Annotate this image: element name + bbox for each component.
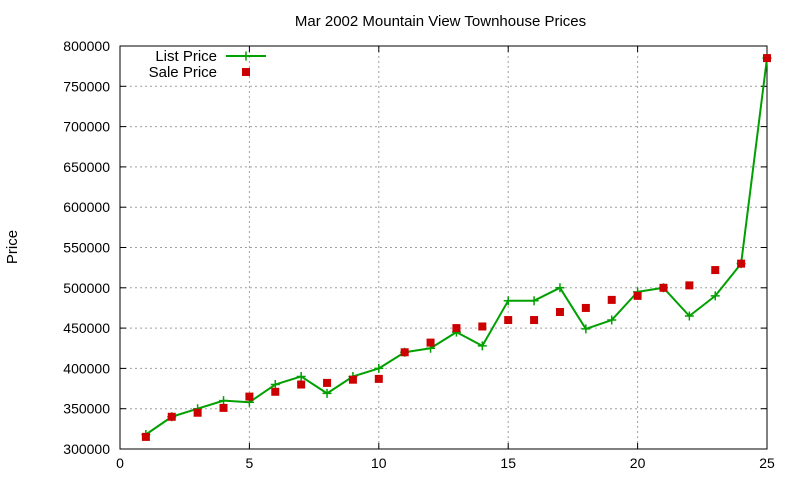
y-tick-label: 550000 [63, 240, 110, 256]
list-price-point [607, 315, 617, 325]
tick-marks [119, 45, 768, 450]
sale-price-point [167, 412, 176, 421]
sale-price-point [763, 54, 771, 63]
sale-price-point [348, 375, 357, 384]
y-tick-label: 700000 [63, 119, 110, 135]
list-price-point [374, 363, 384, 373]
list-price-point [581, 324, 591, 334]
y-axis-title: Price [4, 230, 21, 264]
sale-price-point [607, 295, 616, 304]
y-tick-label: 350000 [63, 401, 110, 417]
list-price-point [322, 388, 332, 398]
y-tick-label: 450000 [63, 320, 110, 336]
list-price-point [219, 396, 229, 406]
sale-price-point [555, 307, 564, 316]
x-tick-label: 10 [371, 455, 387, 471]
sale-price-point [711, 266, 720, 275]
x-tick-label: 25 [759, 455, 775, 471]
legend-label-list-price: List Price [155, 48, 217, 65]
sale-price-point [659, 283, 668, 292]
y-tick-labels: 300000 350000 400000 450000 500000 550000 6000… [63, 38, 110, 457]
y-tick-label: 650000 [63, 159, 110, 175]
sale-price-point [219, 403, 228, 412]
grid-lines [120, 46, 767, 449]
list-price-line [145, 57, 768, 436]
sale-price-point [323, 378, 332, 387]
y-tick-label: 500000 [63, 280, 110, 296]
chart-title: Mar 2002 Mountain View Townhouse Prices [295, 13, 586, 30]
y-tick-label: 800000 [63, 38, 110, 54]
sale-price-point [193, 408, 202, 417]
list-price-point [296, 371, 306, 381]
x-tick-labels: 0 5 10 15 20 25 [116, 455, 775, 471]
sale-price-point [581, 303, 590, 312]
legend-marker-list-price [241, 51, 251, 61]
legend: List Price Sale Price [149, 48, 266, 81]
list-price-point [477, 341, 487, 351]
sale-price-point [504, 316, 513, 325]
sale-price-point [245, 392, 254, 401]
sale-price-point [271, 387, 280, 396]
list-price-point [270, 380, 280, 390]
series-layer [141, 53, 772, 441]
sale-price-point [478, 322, 487, 331]
x-tick-label: 0 [116, 455, 124, 471]
sale-price-point [426, 338, 435, 347]
plot-border [119, 45, 768, 450]
list-price-point [529, 296, 539, 306]
list-price-point [684, 311, 694, 321]
sale-price-point [685, 281, 694, 290]
sale-price-point [530, 316, 539, 325]
sale-price-point [297, 380, 306, 389]
sale-price-point [141, 432, 150, 441]
sale-price-point [400, 348, 409, 357]
y-tick-label: 400000 [63, 360, 110, 376]
x-tick-label: 5 [246, 455, 254, 471]
sale-price-point [452, 324, 461, 333]
legend-marker-sale-price [242, 68, 250, 76]
list-price-point [710, 291, 720, 301]
list-price-point [503, 296, 513, 306]
x-tick-label: 15 [500, 455, 516, 471]
y-tick-label: 750000 [63, 78, 110, 94]
sale-price-point [374, 374, 383, 383]
y-tick-label: 600000 [63, 199, 110, 215]
list-price-point [555, 283, 565, 293]
sale-price-point [737, 259, 746, 268]
y-tick-label: 300000 [63, 441, 110, 457]
x-tick-label: 20 [630, 455, 646, 471]
legend-label-sale-price: Sale Price [149, 64, 217, 81]
sale-price-point [633, 291, 642, 300]
